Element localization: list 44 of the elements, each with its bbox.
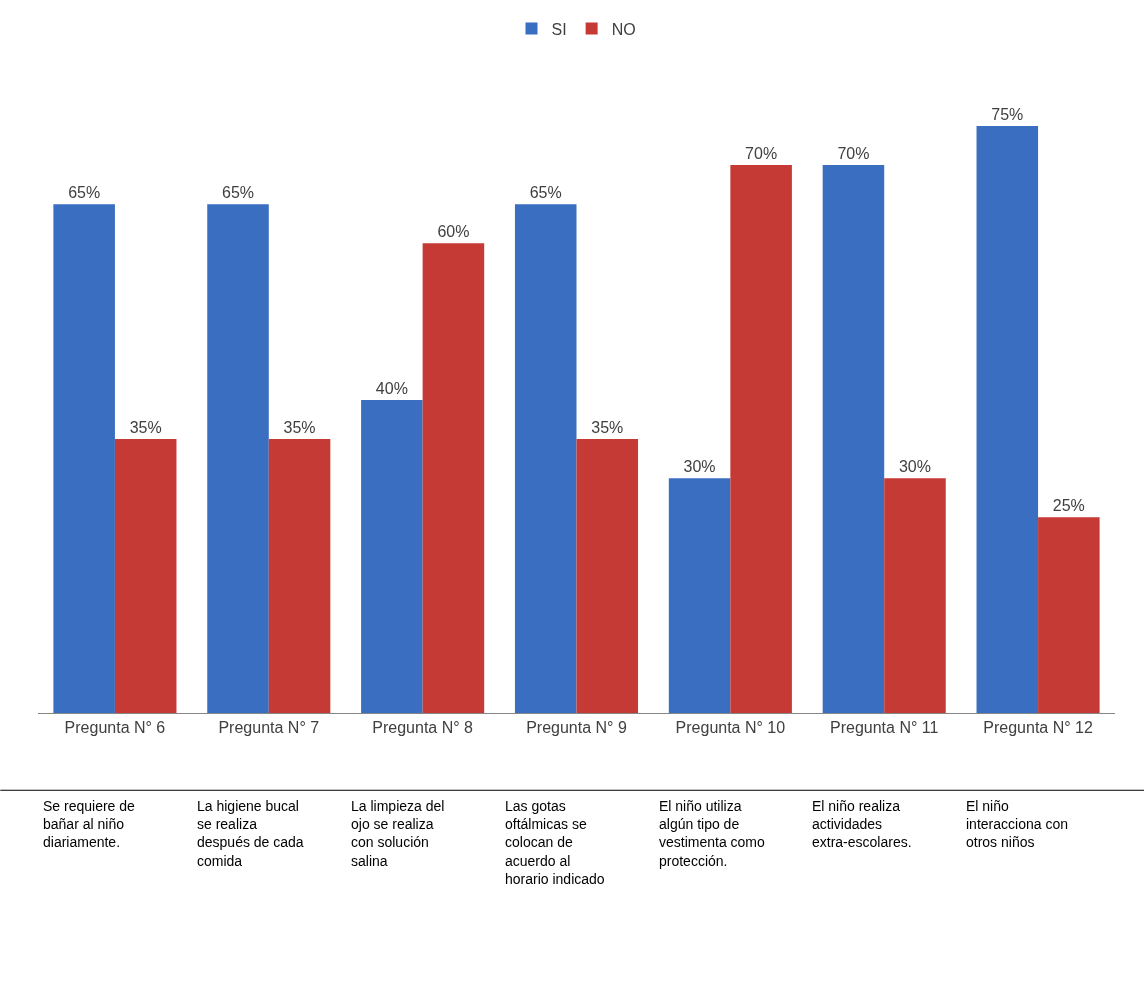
legend-label: SI [551,20,567,38]
data-label: 35% [129,419,162,437]
x-tick-label: Pregunta N° 9 [526,719,627,737]
data-label: 65% [529,184,562,202]
data-label: 25% [1052,497,1085,515]
data-label: 65% [222,184,255,202]
bar [207,204,269,713]
x-tick-label: Pregunta N° 11 [830,719,939,737]
data-label: 35% [283,419,316,437]
bar [114,439,177,713]
x-tick-label: Pregunta N° 6 [64,719,166,737]
bar [576,439,639,713]
bar [53,204,115,713]
bar [976,125,1039,713]
data-label: 60% [437,223,470,241]
data-label: 70% [837,145,870,163]
bar [730,165,792,713]
bar [514,204,577,713]
bar [422,243,485,713]
bar [668,478,731,713]
text: El niño realiza actividades extra-escolares. [812,798,912,851]
text: La limpieza del ojo se realiza con solución salina [351,798,445,869]
text: El niño interacciona con otros niños [966,798,1068,851]
x-tick-label: Pregunta N° 10 [675,719,786,737]
bar [822,165,885,713]
data-label: 65% [68,184,101,202]
legend-label: NO [611,20,636,38]
data-label: 35% [591,419,624,437]
x-tick-label: Pregunta N° 12 [983,719,1093,737]
bar [1038,517,1100,713]
data-label: 70% [745,145,778,163]
data-label: 30% [683,458,716,476]
text: La higiene bucal se realiza después de cada comida [197,798,304,869]
x-tick-label: Pregunta N° 8 [372,719,474,737]
data-label: 30% [898,458,931,476]
text: El niño utiliza algún tipo de vestimenta como protección. [659,798,766,869]
bar [361,399,423,713]
text: Las gotas oftálmicas se colocan de acuerdo al horario indicado [505,798,605,887]
bar [884,478,946,713]
data-label: 40% [375,379,408,397]
bar [268,439,331,713]
data-label: 75% [991,105,1024,123]
x-tick-label: Pregunta N° 7 [218,719,320,737]
text: Se requiere de bañar al niño diariamente. [43,798,136,851]
